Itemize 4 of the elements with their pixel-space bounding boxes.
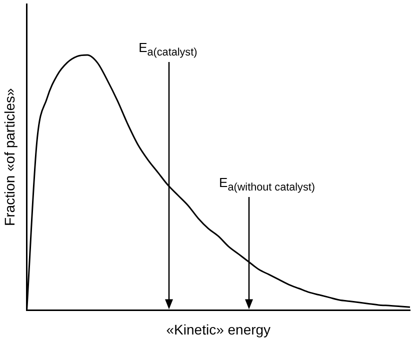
x-axis-title: «Kinetic» energy [166,321,271,338]
y-axis-title: Fraction «of particles» [1,88,18,226]
annotation: E$_{a(without catalyst)}$ [219,175,315,194]
annotation: E$_{a(catalyst)}$ [138,40,198,59]
